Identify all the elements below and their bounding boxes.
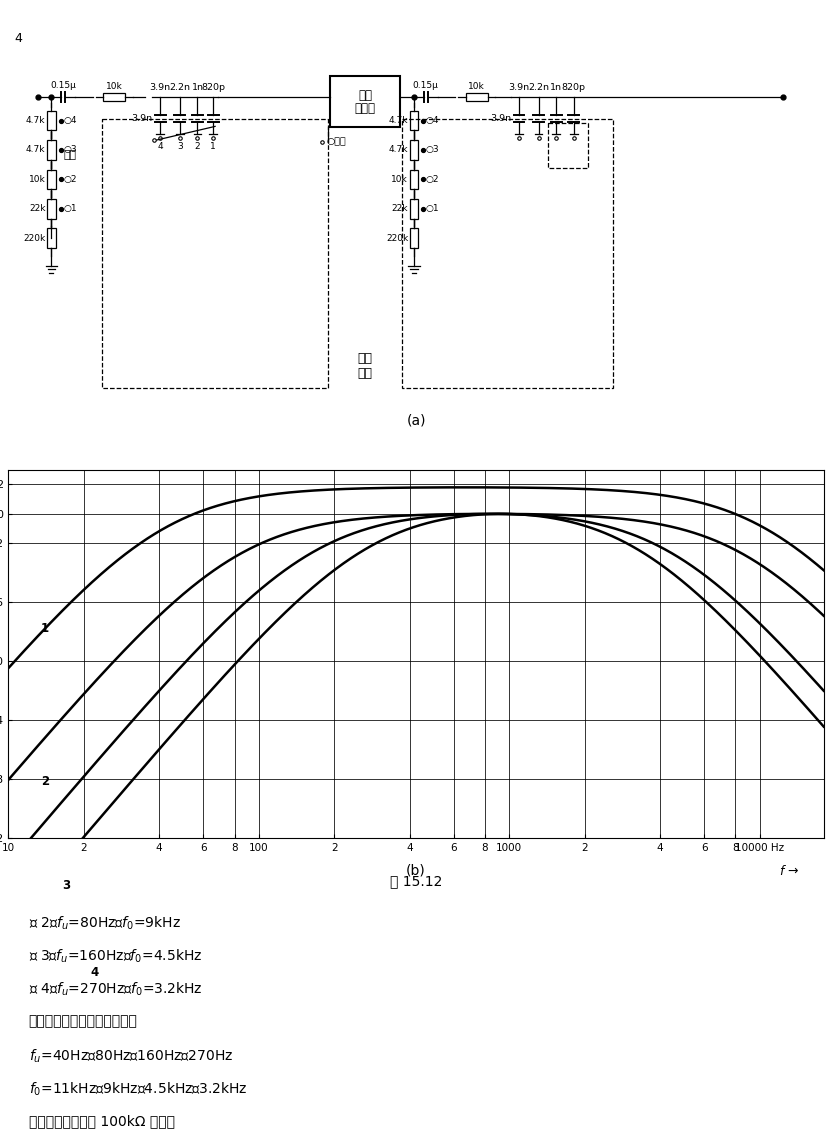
- Bar: [409, 140, 418, 160]
- Text: 2: 2: [41, 776, 49, 788]
- Text: 2.2n: 2.2n: [170, 84, 191, 93]
- Bar: [102, 119, 328, 388]
- Text: 线 3：$f_u$=160Hz，$f_0$=4.5kHz: 线 3：$f_u$=160Hz，$f_0$=4.5kHz: [28, 947, 202, 966]
- Bar: [329, 77, 400, 127]
- Text: 10k: 10k: [29, 175, 46, 184]
- Bar: [47, 111, 56, 130]
- Text: 放大器: 放大器: [354, 102, 375, 116]
- Text: 4.7k: 4.7k: [26, 116, 46, 125]
- Text: 820p: 820p: [201, 84, 225, 93]
- Text: 线 4：$f_u$=270Hz，$f_0$=3.2kHz: 线 4：$f_u$=270Hz，$f_0$=3.2kHz: [28, 980, 202, 999]
- Text: 22k: 22k: [29, 205, 46, 213]
- Bar: [548, 124, 588, 167]
- Bar: [47, 169, 56, 189]
- Text: 820p: 820p: [562, 84, 586, 93]
- Bar: [409, 169, 418, 189]
- Text: ○1: ○1: [63, 205, 77, 213]
- Text: ○2: ○2: [426, 175, 439, 184]
- Text: 4: 4: [90, 966, 98, 979]
- Text: ○1: ○1: [426, 205, 439, 213]
- Text: 高频: 高频: [358, 367, 373, 380]
- Bar: [47, 140, 56, 160]
- Text: 0.15μ: 0.15μ: [413, 80, 438, 89]
- Bar: [103, 93, 125, 102]
- Text: $f$ →: $f$ →: [779, 864, 800, 877]
- Bar: [47, 229, 56, 248]
- Bar: [403, 119, 613, 388]
- Text: 2: 2: [195, 142, 201, 151]
- Text: (a): (a): [406, 413, 426, 428]
- Text: 图 15.12: 图 15.12: [390, 874, 442, 889]
- Bar: [409, 229, 418, 248]
- Text: 3.9n: 3.9n: [508, 84, 529, 93]
- Text: ○3: ○3: [426, 145, 439, 154]
- Text: 4: 4: [14, 32, 22, 46]
- Text: 4.7k: 4.7k: [26, 145, 46, 154]
- Text: 3: 3: [62, 879, 70, 892]
- Text: 1n: 1n: [550, 84, 562, 93]
- Bar: [47, 199, 56, 219]
- Text: 220k: 220k: [386, 233, 409, 243]
- Text: ○4: ○4: [63, 116, 77, 125]
- Text: ○3: ○3: [63, 145, 77, 154]
- Text: 输出: 输出: [63, 150, 77, 160]
- Text: 低频: 低频: [358, 352, 373, 365]
- Text: 220k: 220k: [23, 233, 46, 243]
- Text: 线 2：$f_u$=80Hz，$f_0$=9kHz: 线 2：$f_u$=80Hz，$f_0$=9kHz: [28, 914, 181, 931]
- Text: 3.9n: 3.9n: [490, 114, 511, 124]
- Text: 隔离: 隔离: [358, 88, 372, 102]
- Text: ○4: ○4: [426, 116, 439, 125]
- Bar: [409, 199, 418, 219]
- Text: 工作时输出端应接 100kΩ 电阻。: 工作时输出端应接 100kΩ 电阻。: [28, 1114, 175, 1128]
- Text: 3: 3: [177, 142, 183, 151]
- Text: 1: 1: [210, 142, 216, 151]
- Text: 10k: 10k: [468, 82, 485, 92]
- Text: 10k: 10k: [106, 82, 122, 92]
- Text: 22k: 22k: [392, 205, 409, 213]
- Text: 由此可选择下面的频率范围：: 由此可选择下面的频率范围：: [28, 1014, 137, 1028]
- Text: 1n: 1n: [191, 84, 204, 93]
- Text: 1: 1: [41, 622, 49, 635]
- Text: $f_0$=11kHz，9kHz，4.5kHz，3.2kHz: $f_0$=11kHz，9kHz，4.5kHz，3.2kHz: [28, 1081, 247, 1098]
- Text: 4: 4: [157, 142, 163, 151]
- Text: ○输出: ○输出: [327, 137, 347, 146]
- Text: 0.15μ: 0.15μ: [50, 80, 77, 89]
- Bar: [409, 111, 418, 130]
- Text: 10k: 10k: [391, 175, 409, 184]
- Text: 2.2n: 2.2n: [528, 84, 549, 93]
- Text: 4.7k: 4.7k: [389, 145, 409, 154]
- Text: 4.7k: 4.7k: [389, 116, 409, 125]
- Text: 3.9n: 3.9n: [131, 114, 152, 124]
- Text: ○2: ○2: [63, 175, 77, 184]
- Text: $f_u$=40Hz，80Hz，160Hz，270Hz: $f_u$=40Hz，80Hz，160Hz，270Hz: [28, 1048, 233, 1065]
- Text: 3.9n: 3.9n: [150, 84, 171, 93]
- Text: (b): (b): [406, 864, 426, 877]
- Bar: [466, 93, 488, 102]
